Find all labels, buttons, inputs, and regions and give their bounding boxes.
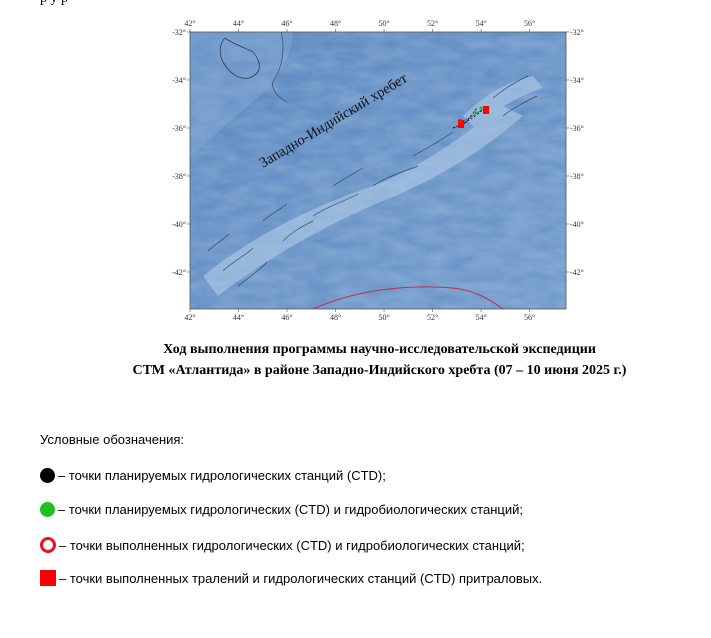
trawl-station-marker — [458, 120, 464, 128]
legend-item-label: – точки выполненных гидрологических (CTD… — [59, 537, 525, 553]
lat-tick-label-left: -38° — [172, 172, 186, 181]
legend-item-label: – точки выполненных тралений и гидрологи… — [59, 570, 543, 586]
lon-tick-label-top: 44° — [233, 19, 244, 28]
lon-tick-label-bottom: 56° — [524, 313, 535, 322]
red-square-icon — [40, 570, 56, 586]
map-caption-line-2: СТМ «Атлантида» в районе Западно-Индийск… — [132, 363, 627, 378]
page-top-fragment: р у р — [40, 0, 68, 7]
lon-tick-label-top: 52° — [427, 19, 438, 28]
planned-station-marker — [479, 106, 483, 110]
lat-tick-label-right: -42° — [570, 268, 584, 277]
lat-tick-label-right: -36° — [570, 124, 584, 133]
lon-tick-label-top: 54° — [475, 19, 486, 28]
legend-title: Условные обозначения: — [40, 432, 185, 447]
lon-tick-label-bottom: 42° — [184, 313, 195, 322]
lat-tick-label-left: -36° — [172, 124, 186, 133]
zone-boundary-arc — [312, 286, 504, 309]
plateau-contour — [272, 32, 288, 103]
red-ring-icon — [40, 537, 56, 553]
lon-tick-label-bottom: 46° — [281, 313, 292, 322]
legend-item-planned-ctd-bio: – точки планируемых гидрологических (CTD… — [40, 500, 523, 518]
lon-tick-label-top: 56° — [524, 19, 535, 28]
lon-tick-label-top: 42° — [184, 19, 195, 28]
map-caption-line-1: Ход выполнения программы научно-исследов… — [163, 342, 596, 357]
lat-tick-label-left: -42° — [172, 268, 186, 277]
lon-tick-label-bottom: 54° — [475, 313, 486, 322]
legend-item-label: – точки планируемых гидрологических (CTD… — [58, 501, 523, 517]
black-dot-icon — [40, 467, 55, 483]
lon-tick-label-bottom: 48° — [330, 313, 341, 322]
lon-tick-label-bottom: 50° — [378, 313, 389, 322]
lat-tick-label-right: -40° — [570, 220, 584, 229]
seamount-contour — [219, 37, 260, 79]
plateau-shading — [190, 32, 293, 156]
lon-tick-label-top: 48° — [330, 19, 341, 28]
ridge-relief — [203, 76, 543, 296]
lat-tick-label-left: -34° — [172, 76, 186, 85]
lat-tick-label-right: -34° — [570, 76, 584, 85]
bathymetry-map: 42° 42° 44° 44° 46° 46° 48° 48° 50° 50° 52° 52° 54° 5… — [163, 16, 595, 326]
lon-tick-label-bottom: 44° — [233, 313, 244, 322]
green-dot-icon — [40, 501, 55, 517]
lon-tick-label-bottom: 52° — [427, 313, 438, 322]
axis-ticks: 42° 42° 44° 44° 46° 46° 48° 48° 50° 50° 52° 52° 54° 5… — [172, 19, 584, 322]
lat-tick-label-right: -38° — [570, 172, 584, 181]
lon-tick-label-top: 46° — [281, 19, 292, 28]
planned-station-marker — [473, 110, 477, 114]
legend-item-planned-ctd: – точки планируемых гидрологических стан… — [40, 466, 386, 484]
ctd-station-marker — [458, 119, 462, 123]
trawl-station-marker — [483, 106, 489, 114]
legend-item-label: – точки планируемых гидрологических стан… — [58, 467, 386, 483]
lat-tick-label-left: -32° — [172, 28, 186, 37]
map-frame — [189, 31, 567, 310]
lon-tick-label-top: 50° — [378, 19, 389, 28]
lat-tick-label-left: -40° — [172, 220, 186, 229]
map-svg: 42° 42° 44° 44° 46° 46° 48° 48° 50° 50° 52° 52° 54° 5… — [172, 19, 584, 322]
legend-item-completed-ctd-bio: – точки выполненных гидрологических (CTD… — [40, 536, 525, 554]
lat-tick-label-right: -32° — [570, 28, 584, 37]
legend-item-completed-trawl: – точки выполненных тралений и гидрологи… — [40, 569, 542, 587]
